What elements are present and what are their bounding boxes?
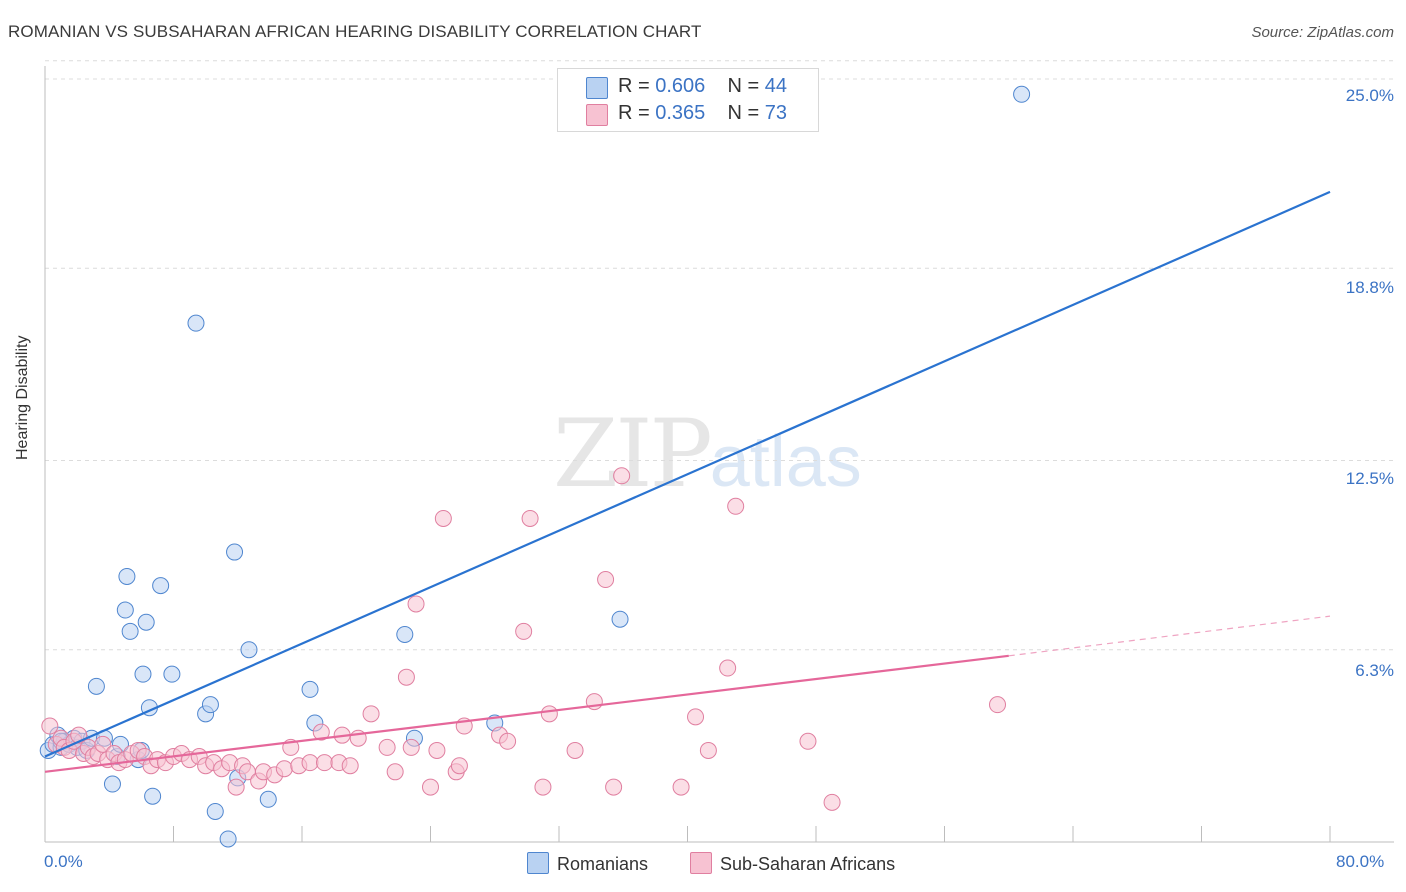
- chart-title: ROMANIAN VS SUBSAHARAN AFRICAN HEARING D…: [8, 22, 702, 41]
- legend-r-label: R =: [618, 75, 656, 97]
- african-point: [434, 509, 452, 527]
- african-trend-extension: [1008, 615, 1331, 657]
- romanians-legend-swatch: [527, 852, 549, 874]
- african-point: [341, 757, 359, 775]
- african-point: [407, 595, 425, 613]
- african-point: [605, 778, 623, 796]
- african-point: [672, 778, 690, 796]
- africans-swatch: [586, 104, 608, 126]
- romanian-trend-line: [44, 190, 1331, 758]
- african-point: [402, 738, 420, 756]
- legend-label: Romanians: [557, 854, 649, 874]
- african-point: [422, 778, 439, 796]
- legend-n-label: N =: [727, 75, 765, 97]
- african-point: [41, 717, 59, 735]
- legend-n-value: 44: [764, 75, 788, 97]
- romanian-point: [118, 567, 136, 585]
- african-point: [301, 754, 319, 772]
- african-point: [566, 741, 584, 759]
- african-point: [227, 778, 245, 796]
- romanian-point: [121, 622, 139, 640]
- legend-item-africans[interactable]: Sub-Saharan Africans: [690, 852, 895, 875]
- african-point: [989, 696, 1007, 714]
- legend-r-value: 0.365: [655, 102, 706, 124]
- romanian-point: [87, 677, 105, 695]
- romanian-point: [219, 830, 237, 848]
- legend-n-label: N =: [727, 102, 765, 124]
- x-tick-label-max: 80.0%: [1336, 852, 1385, 871]
- romanian-point: [137, 613, 155, 631]
- source-label: Source: ZipAtlas.com: [1251, 24, 1394, 41]
- african-point: [450, 757, 468, 775]
- romanian-point: [240, 641, 258, 659]
- african-point: [428, 741, 446, 759]
- romanian-point: [152, 577, 170, 595]
- african-point: [386, 763, 404, 781]
- african-point: [823, 793, 841, 811]
- african-point: [499, 732, 517, 750]
- romanians-swatch: [586, 77, 608, 99]
- romanian-point: [144, 787, 162, 805]
- romanian-point: [187, 314, 205, 332]
- african-trend-line: [44, 654, 1009, 773]
- romanian-point: [134, 665, 152, 683]
- african-point: [719, 659, 737, 677]
- african-point: [397, 668, 415, 686]
- romanian-point: [1013, 85, 1031, 103]
- romanian-point: [226, 543, 244, 561]
- legend-label: Sub-Saharan Africans: [720, 854, 896, 874]
- y-axis-label: Hearing Disability: [14, 335, 31, 461]
- african-point: [312, 723, 330, 741]
- african-point: [799, 732, 817, 750]
- african-point: [540, 705, 558, 723]
- y-tick-label-25: 25.0%: [1345, 86, 1394, 105]
- romanian-point: [201, 696, 219, 714]
- romanian-point: [301, 680, 319, 698]
- x-tick-label-min: 0.0%: [44, 852, 83, 871]
- legend-item-romanians[interactable]: Romanians: [527, 852, 648, 875]
- legend-n-value: 73: [764, 102, 788, 124]
- y-tick-label-12-5: 12.5%: [1345, 469, 1394, 488]
- african-point: [275, 760, 293, 778]
- legend-r-label: R =: [618, 102, 656, 124]
- romanian-point: [116, 601, 134, 619]
- african-point: [378, 738, 396, 756]
- african-point: [515, 622, 533, 640]
- romanian-point: [103, 775, 121, 793]
- romanian-point: [611, 610, 629, 628]
- african-point: [613, 467, 631, 485]
- y-tick-label-18-8: 18.8%: [1345, 278, 1394, 297]
- legend-r-value: 0.606: [655, 75, 706, 97]
- romanian-point: [259, 790, 277, 808]
- africans-legend-swatch: [690, 852, 712, 874]
- romanian-point: [163, 665, 181, 683]
- correlation-legend: R = 0.606 N = 44 R = 0.365 N = 73: [557, 68, 819, 132]
- african-point: [687, 708, 705, 726]
- african-point: [315, 754, 333, 772]
- african-point: [362, 705, 380, 723]
- y-tick-label-6-3: 6.3%: [1355, 661, 1394, 680]
- african-point: [699, 741, 717, 759]
- african-point: [597, 571, 615, 589]
- african-point: [727, 497, 745, 515]
- romanian-point: [396, 625, 414, 643]
- romanian-point: [206, 802, 224, 820]
- african-point: [521, 509, 539, 527]
- african-point: [534, 778, 552, 796]
- african-point: [94, 735, 112, 753]
